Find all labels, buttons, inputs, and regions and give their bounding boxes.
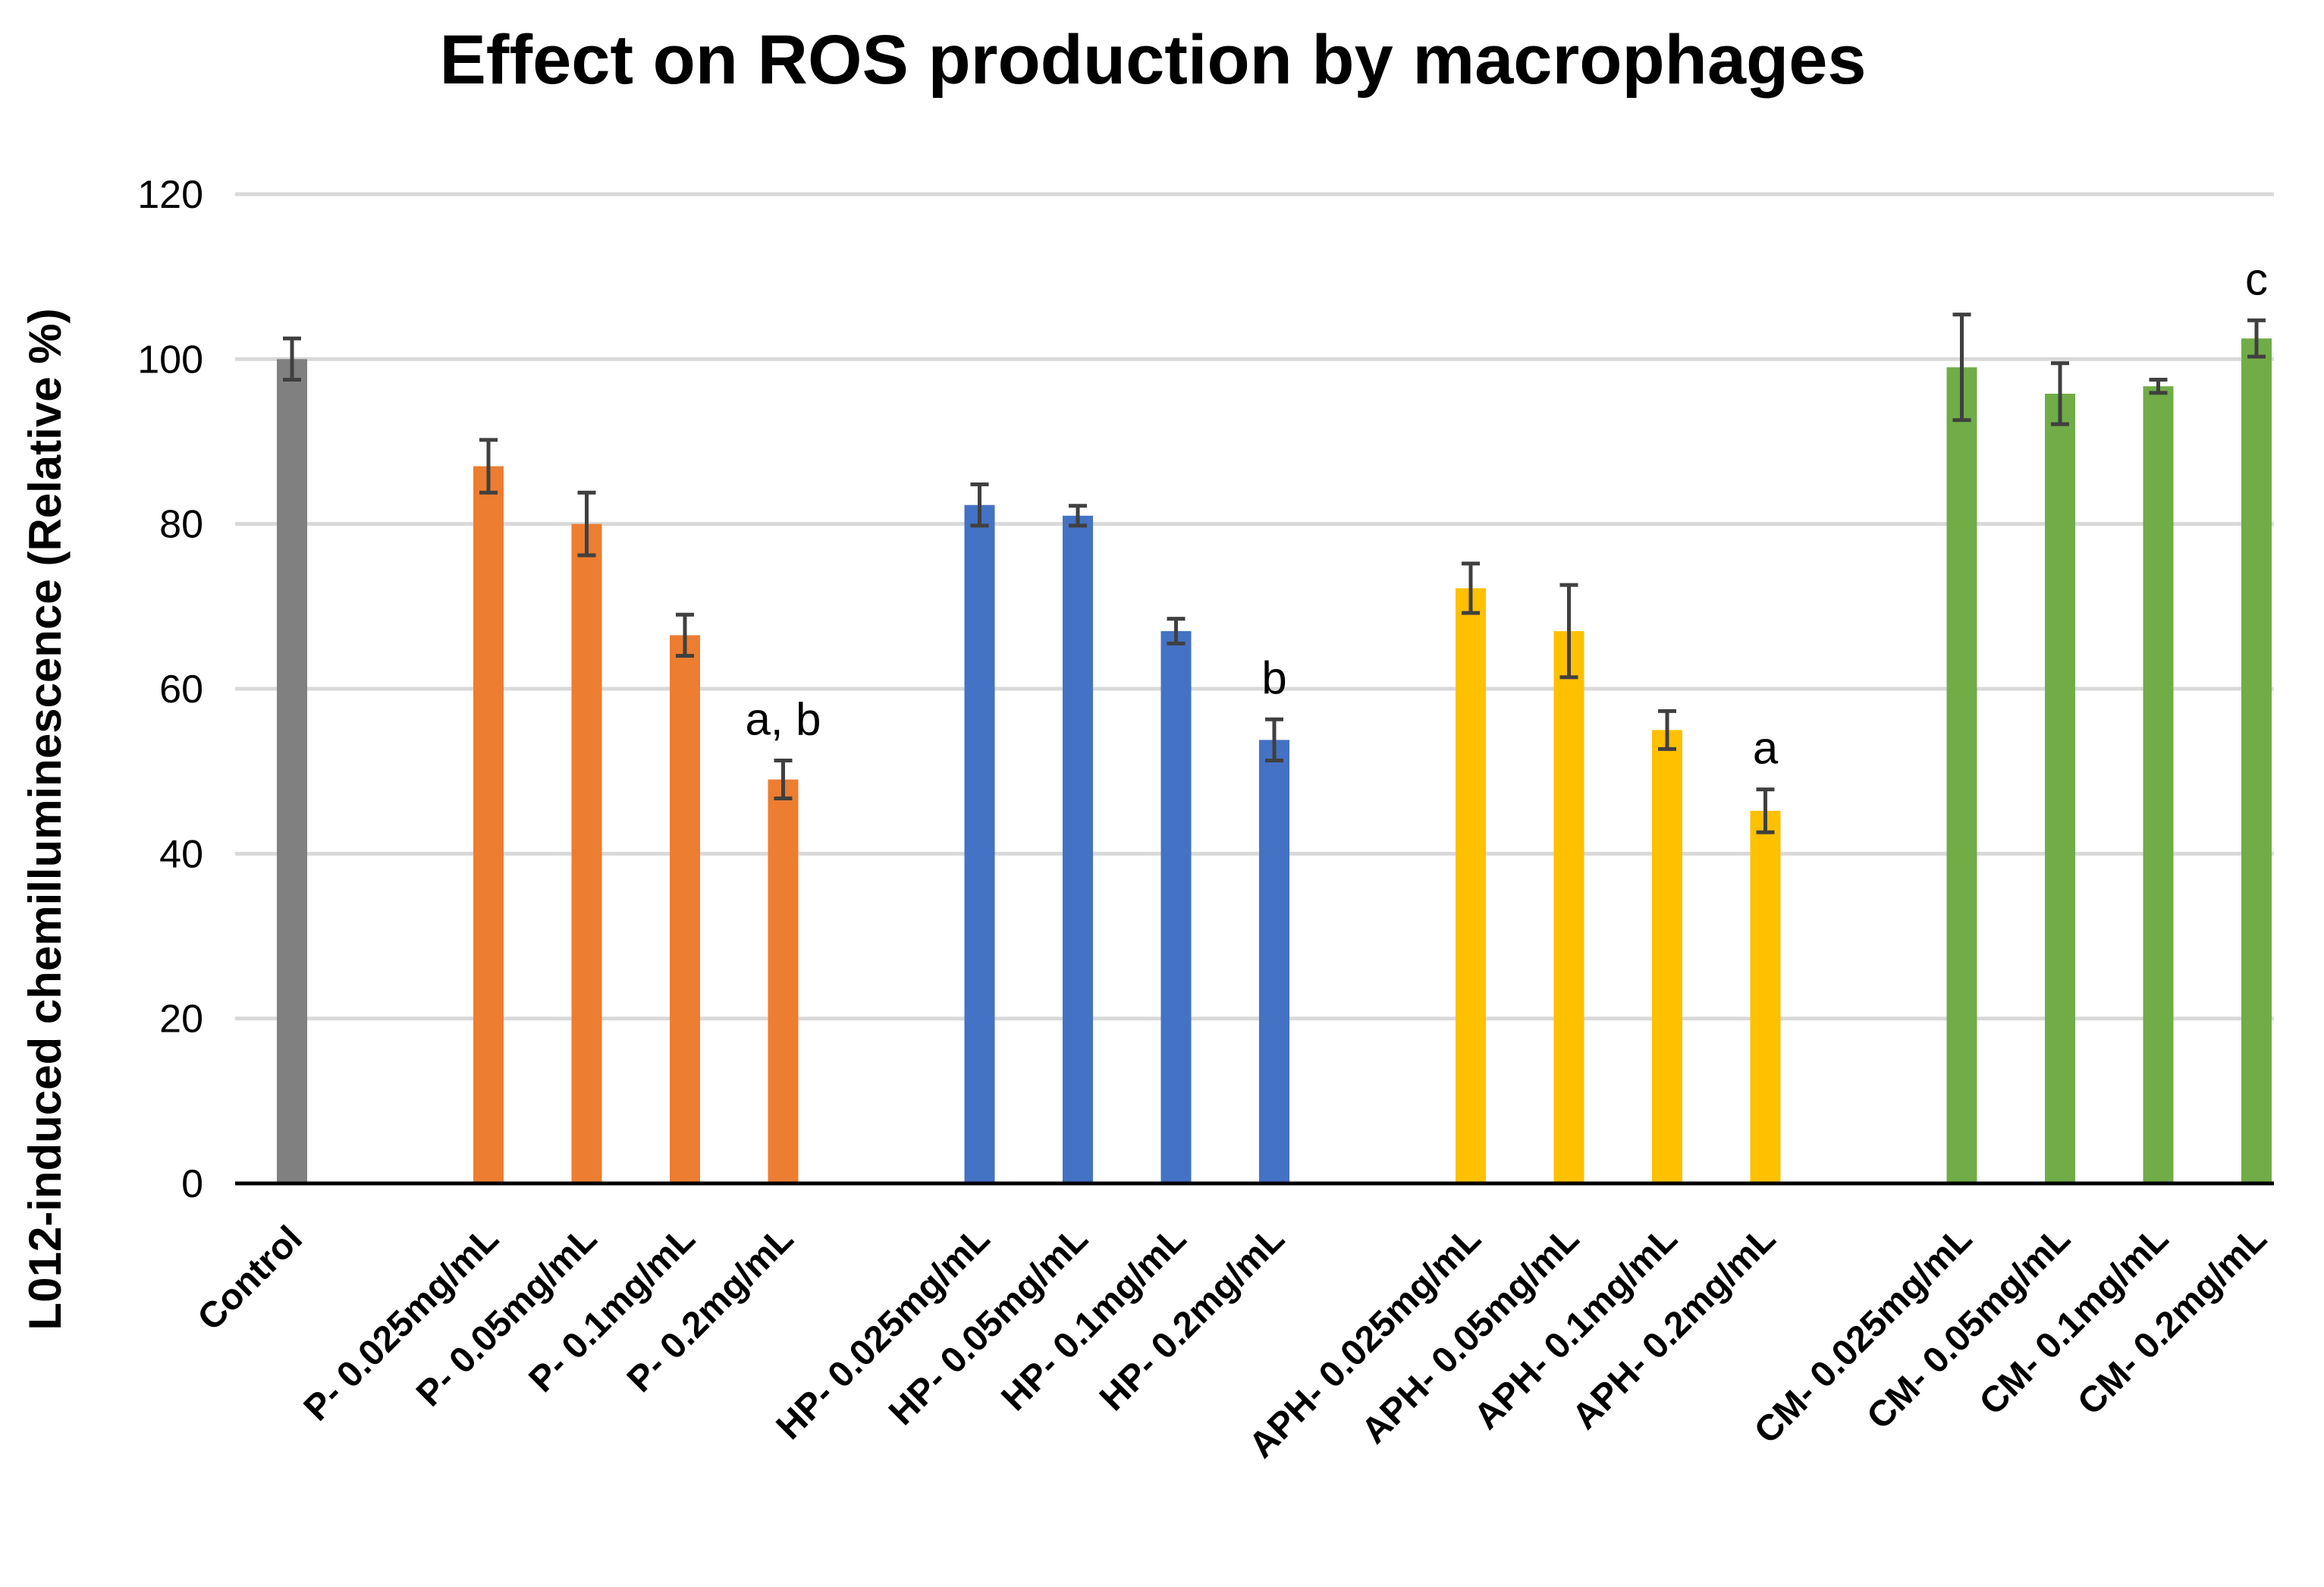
bar-hp [1160, 630, 1192, 1183]
error-bar [2247, 318, 2266, 359]
y-tick-label: 0 [181, 1162, 203, 1206]
error-bar [479, 438, 498, 495]
x-tick-label: P- 0.05mg/mL [409, 1218, 605, 1414]
bar-aph [1553, 630, 1584, 1183]
significance-label: a [1753, 723, 1779, 774]
error-bar [774, 759, 793, 801]
error-bar [1952, 313, 1971, 423]
bar-hp [1063, 515, 1093, 1183]
y-axis-ticks: 0 20 40 60 80 100 120 [137, 173, 203, 1206]
y-tick-label: 120 [137, 173, 203, 217]
error-bar [1265, 717, 1283, 763]
significance-annotations: a, b b a c [745, 253, 2268, 773]
error-bar [1462, 561, 1480, 615]
bar-cm [2045, 393, 2075, 1183]
bar-cm [2241, 338, 2272, 1184]
bar-hp [1259, 740, 1289, 1183]
bar-cm [2143, 386, 2174, 1183]
bars [277, 338, 2272, 1184]
bar-p [571, 523, 602, 1183]
error-bar [1559, 583, 1578, 680]
x-tick-label: Control [190, 1218, 310, 1338]
error-bar [1756, 787, 1775, 834]
y-axis-label: L012-induced chemilluminescence (Relativ… [20, 308, 71, 1330]
error-bar [676, 612, 694, 658]
significance-label: a, b [745, 694, 821, 745]
error-bar [1658, 709, 1676, 751]
bar-aph [1652, 730, 1682, 1183]
bar-p [670, 635, 700, 1183]
error-bar [283, 336, 301, 382]
y-tick-label: 80 [159, 503, 203, 547]
y-tick-label: 100 [137, 338, 203, 382]
chart-title: Effect on ROS production by macrophages [439, 21, 1866, 99]
bar-hp [964, 504, 995, 1183]
error-bar [2149, 378, 2168, 395]
error-bars [283, 313, 2266, 834]
significance-label: c [2245, 253, 2268, 304]
significance-label: b [1261, 652, 1286, 703]
y-tick-label: 40 [159, 832, 203, 876]
bar-p [768, 779, 799, 1183]
error-bar [1167, 617, 1186, 646]
error-bar [577, 490, 596, 558]
bar-control [277, 359, 307, 1183]
error-bar [970, 482, 989, 528]
error-bar [1069, 504, 1087, 528]
y-tick-label: 20 [159, 998, 203, 1042]
bar-aph [1456, 588, 1486, 1183]
bar-p [473, 466, 504, 1183]
error-bar [2051, 361, 2069, 426]
y-tick-label: 60 [159, 668, 203, 712]
bar-aph [1750, 810, 1781, 1183]
bar-cm [1946, 367, 1977, 1184]
